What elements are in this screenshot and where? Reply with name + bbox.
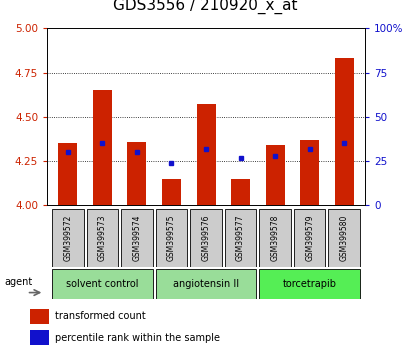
Bar [58,143,77,205]
Bar [224,209,256,267]
Text: GSM399572: GSM399572 [63,215,72,261]
Bar [30,330,49,345]
Text: GSM399573: GSM399573 [98,215,107,261]
Bar [334,58,353,205]
Bar [127,142,146,205]
Bar [259,269,359,299]
Text: GSM399574: GSM399574 [132,215,141,261]
Text: torcetrapib: torcetrapib [282,279,336,289]
Bar [190,209,221,267]
Bar [155,209,187,267]
Bar [30,309,49,324]
Text: solvent control: solvent control [66,279,138,289]
Bar [196,104,215,205]
Text: GSM399577: GSM399577 [236,215,245,261]
Text: percentile rank within the sample: percentile rank within the sample [55,332,220,343]
Bar [162,179,180,205]
Bar [155,269,256,299]
Bar [52,209,83,267]
Bar [328,209,359,267]
Bar [231,179,249,205]
Bar [259,209,290,267]
Bar [86,209,118,267]
Bar [265,145,284,205]
Text: GSM399578: GSM399578 [270,215,279,261]
Text: GSM399576: GSM399576 [201,215,210,261]
Text: GSM399579: GSM399579 [304,215,313,261]
Bar [293,209,325,267]
Text: GSM399575: GSM399575 [166,215,175,261]
Text: angiotensin II: angiotensin II [173,279,238,289]
Text: transformed count: transformed count [55,312,146,321]
Text: GDS3556 / 210920_x_at: GDS3556 / 210920_x_at [112,0,297,14]
Bar [52,269,152,299]
Bar [121,209,152,267]
Bar [93,90,112,205]
Text: agent: agent [4,277,32,287]
Bar [299,140,318,205]
Text: GSM399580: GSM399580 [339,215,348,261]
